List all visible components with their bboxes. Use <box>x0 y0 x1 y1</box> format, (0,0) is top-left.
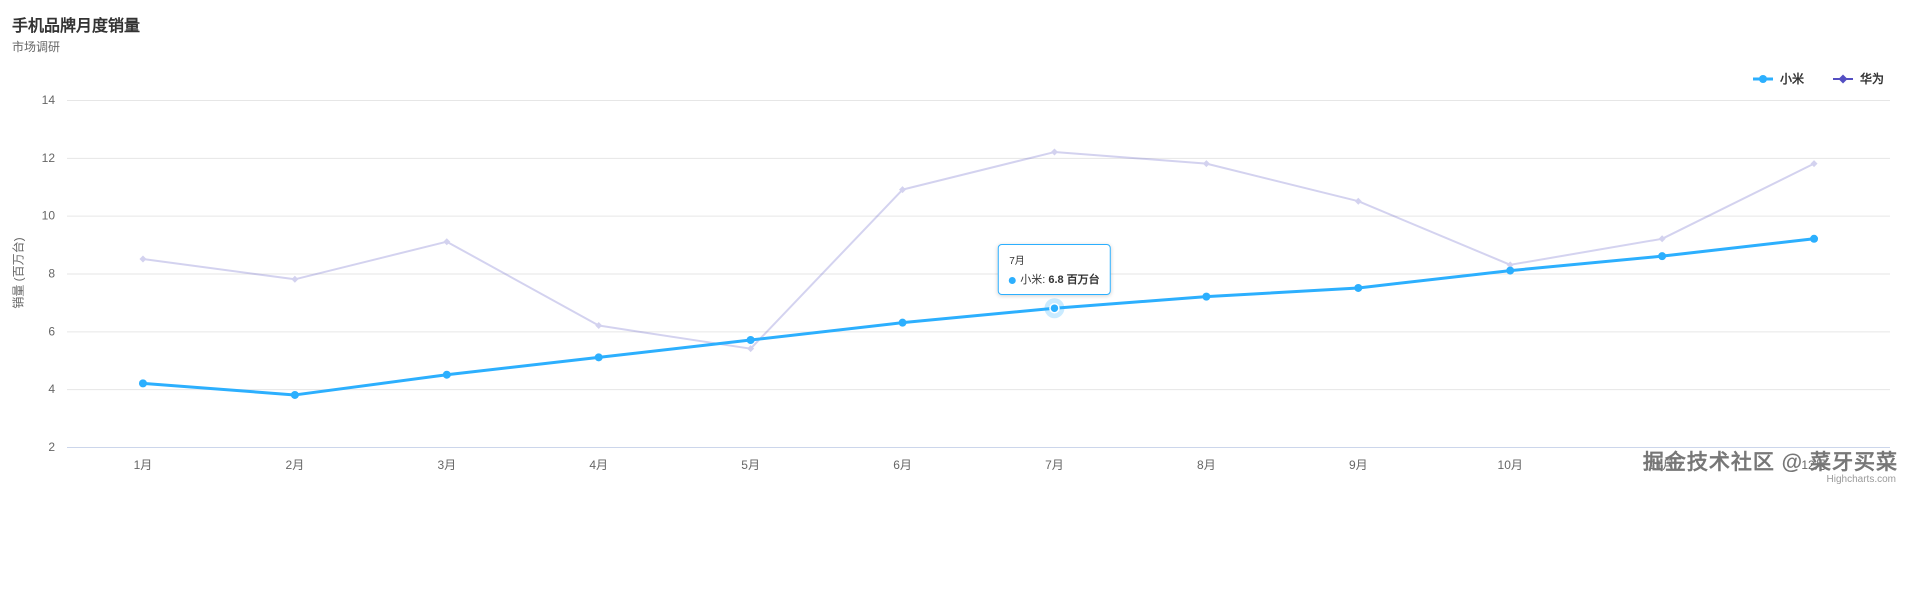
data-point <box>291 275 299 283</box>
y-tick-label: 4 <box>48 382 55 396</box>
tooltip-series-marker-icon <box>1009 276 1017 284</box>
series-xiaomi[interactable] <box>138 234 1819 399</box>
highcharts-credits-link[interactable]: Highcharts.com <box>1826 474 1896 485</box>
y-tick-label: 14 <box>42 93 56 107</box>
x-tick-label: 7月 <box>1045 458 1064 472</box>
data-point <box>899 186 907 194</box>
data-point <box>1354 283 1363 292</box>
x-axis-labels: 1月 2月 3月 4月 5月 6月 7月 8月 9月 10月 11月 12月 <box>134 458 1827 472</box>
data-point <box>1810 234 1819 243</box>
chart-subtitle: 市场调研 <box>12 40 61 54</box>
x-tick-label: 1月 <box>134 458 153 472</box>
y-tick-label: 6 <box>48 324 55 338</box>
data-point <box>1658 235 1666 243</box>
data-point <box>1050 148 1058 156</box>
data-point <box>290 390 299 399</box>
y-tick-label: 12 <box>42 151 56 165</box>
data-point <box>1354 197 1362 205</box>
data-point <box>1506 266 1515 275</box>
x-tick-label: 3月 <box>437 458 456 472</box>
data-point <box>443 238 451 246</box>
legend-label-xiaomi: 小米 <box>1779 72 1804 86</box>
series-huawei[interactable] <box>139 148 1818 353</box>
data-point <box>1810 160 1818 168</box>
tooltip-value: 6.8 百万台 <box>1048 274 1100 287</box>
data-point <box>1202 292 1211 301</box>
data-point <box>1202 160 1210 168</box>
chart-title: 手机品牌月度销量 <box>12 18 141 35</box>
data-point <box>898 318 907 327</box>
data-point <box>594 353 603 362</box>
x-tick-label: 10月 <box>1498 458 1523 472</box>
data-point <box>138 379 147 388</box>
tooltip: 7月 小米: 6.8 百万台 <box>998 244 1111 296</box>
data-point <box>595 322 603 330</box>
legend-label-huawei: 华为 <box>1859 72 1884 86</box>
legend-item-huawei[interactable]: 华为 <box>1832 70 1884 87</box>
data-point <box>442 370 451 379</box>
x-tick-label: 9月 <box>1349 458 1368 472</box>
watermark: 掘金技术社区 @ 菜牙买菜 <box>1642 451 1898 474</box>
x-tick-label: 5月 <box>741 458 760 472</box>
tooltip-row: 小米: 6.8 百万台 <box>1009 271 1100 287</box>
tooltip-series-label: 小米: <box>1020 274 1049 287</box>
x-tick-label: 4月 <box>589 458 608 472</box>
x-tick-label: 12月 <box>1801 458 1826 472</box>
x-tick-label: 6月 <box>893 458 912 472</box>
y-tick-label: 10 <box>42 209 56 223</box>
x-tick-label: 11月 <box>1650 458 1674 472</box>
legend: 小米 华为 <box>1752 70 1884 87</box>
line-circle-marker-icon <box>1752 74 1773 83</box>
data-point <box>1658 252 1667 261</box>
y-tick-label: 2 <box>48 440 55 454</box>
data-point <box>139 255 147 263</box>
data-point <box>746 336 755 345</box>
x-tick-label: 2月 <box>286 458 305 472</box>
data-point <box>1506 261 1514 269</box>
x-tick-label: 8月 <box>1197 458 1216 472</box>
data-point <box>747 345 755 353</box>
line-diamond-marker-icon <box>1832 74 1853 83</box>
legend-item-xiaomi[interactable]: 小米 <box>1752 70 1804 87</box>
hovered-point <box>1049 302 1060 314</box>
tooltip-header: 7月 <box>1009 256 1025 268</box>
y-tick-label: 8 <box>48 267 55 281</box>
